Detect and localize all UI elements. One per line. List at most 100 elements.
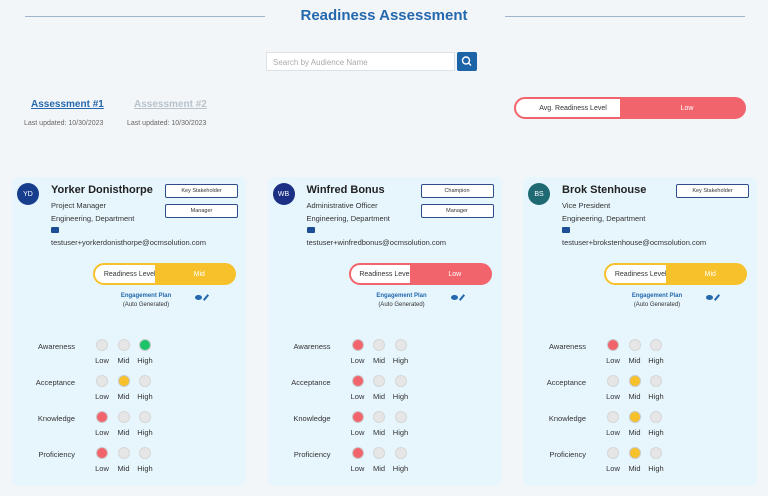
rating-dot[interactable]: [139, 375, 151, 387]
rating-dot[interactable]: [139, 339, 151, 351]
assessment-tab[interactable]: Assessment #1: [31, 99, 104, 110]
pill-label: Readiness Level: [95, 265, 165, 283]
rating-dot[interactable]: [96, 447, 108, 459]
level-label: Mid: [628, 464, 641, 473]
rating-dot[interactable]: [351, 447, 364, 459]
rating-dot[interactable]: [373, 411, 385, 423]
assessment-tab[interactable]: Assessment #2: [134, 99, 207, 110]
role-tag[interactable]: Manager: [165, 204, 238, 218]
rating-dot[interactable]: [394, 375, 407, 387]
department: Engineering, Department: [306, 214, 390, 223]
mail-icon: [562, 227, 570, 233]
rating-dot[interactable]: [394, 411, 407, 423]
view-icon[interactable]: [706, 295, 713, 300]
rating-dot[interactable]: [394, 339, 407, 351]
role-tag[interactable]: Manager: [420, 204, 494, 218]
search-button[interactable]: [457, 52, 477, 71]
pill-label: Readiness Level: [350, 265, 420, 283]
rating-dot[interactable]: [117, 447, 130, 459]
level-label: Mid: [628, 392, 641, 401]
rating-dot[interactable]: [607, 339, 619, 351]
rating-dot[interactable]: [96, 375, 108, 387]
rating-dot[interactable]: [607, 411, 619, 423]
level-label: High: [648, 464, 664, 473]
dimension-label: Awareness: [293, 342, 331, 351]
role: Project Manager: [51, 201, 107, 210]
level-label: Mid: [628, 428, 641, 437]
level-label: High: [137, 392, 153, 401]
rating-dot[interactable]: [650, 411, 662, 423]
pill-value: Mid: [154, 265, 234, 283]
dimension-label: Knowledge: [293, 414, 331, 423]
rating-dot[interactable]: [607, 447, 619, 459]
rating-dot[interactable]: [628, 411, 641, 423]
edit-icon[interactable]: [202, 294, 210, 301]
search-input[interactable]: Search by Audience Name: [266, 52, 455, 71]
level-label: Low: [606, 464, 620, 473]
role-tag[interactable]: Champion: [420, 184, 494, 198]
level-label: Low: [350, 356, 365, 365]
level-label: Low: [95, 428, 109, 437]
profile-card: WB Winfred Bonus Administrative Officer Eng…: [267, 177, 502, 486]
level-label: Low: [350, 392, 365, 401]
role: Administrative Officer: [306, 201, 378, 210]
rating-dot[interactable]: [351, 411, 364, 423]
rating-dot[interactable]: [117, 375, 130, 387]
dimension-label: Knowledge: [37, 414, 75, 423]
engagement-plan[interactable]: Engagement Plan: [376, 293, 427, 299]
rating-dot[interactable]: [96, 339, 108, 351]
role: Vice President: [562, 201, 611, 210]
rating-dot[interactable]: [628, 447, 641, 459]
dimension-label: Proficiency: [38, 450, 75, 459]
rating-dot[interactable]: [628, 375, 641, 387]
rating-dot[interactable]: [650, 375, 662, 387]
view-icon[interactable]: [195, 295, 202, 300]
rating-dot[interactable]: [139, 411, 151, 423]
role-tag[interactable]: Key Stakeholder: [676, 184, 749, 198]
rating-dot[interactable]: [96, 411, 108, 423]
level-label: High: [137, 356, 153, 365]
rating-dot[interactable]: [628, 339, 641, 351]
plan-note: (Auto Generated): [633, 302, 681, 308]
department: Engineering, Department: [562, 214, 646, 223]
avatar: BS: [528, 183, 550, 205]
rating-dot[interactable]: [650, 447, 662, 459]
level-label: High: [392, 392, 409, 401]
level-label: Mid: [372, 464, 386, 473]
email: testuser+winfredbonus@ocmsolution.com: [306, 238, 447, 247]
avatar: YD: [17, 183, 39, 205]
rating-dot[interactable]: [373, 447, 385, 459]
rating-dot[interactable]: [607, 375, 619, 387]
readiness-pill: Readiness Level Mid: [93, 263, 236, 285]
rating-dot[interactable]: [117, 339, 130, 351]
rating-dot[interactable]: [394, 447, 407, 459]
pill-value: Low: [620, 99, 744, 117]
rating-dot[interactable]: [351, 375, 364, 387]
rating-dot[interactable]: [117, 411, 130, 423]
level-label: High: [648, 392, 664, 401]
level-label: High: [392, 356, 409, 365]
engagement-plan[interactable]: Engagement Plan: [631, 293, 683, 299]
pill-value: Mid: [665, 265, 745, 283]
role-tag[interactable]: Key Stakeholder: [165, 184, 238, 198]
edit-icon[interactable]: [713, 294, 721, 301]
divider: [505, 16, 745, 17]
edit-icon[interactable]: [458, 294, 465, 301]
rating-dot[interactable]: [373, 375, 385, 387]
view-icon[interactable]: [450, 295, 458, 300]
level-label: High: [392, 464, 409, 473]
rating-dot[interactable]: [351, 339, 364, 351]
dimension-label: Awareness: [38, 342, 75, 351]
email: testuser+yorkerdonisthorpe@ocmsolution.c…: [51, 238, 206, 247]
mail-icon: [51, 227, 59, 233]
rating-dot[interactable]: [373, 339, 385, 351]
level-label: High: [137, 464, 153, 473]
level-label: Low: [350, 428, 365, 437]
rating-dot[interactable]: [650, 339, 662, 351]
level-label: Mid: [117, 464, 130, 473]
level-label: Mid: [117, 392, 130, 401]
person-name: Winfred Bonus: [306, 184, 385, 196]
dimension-label: Acceptance: [546, 378, 586, 387]
engagement-plan[interactable]: Engagement Plan: [120, 293, 172, 299]
rating-dot[interactable]: [139, 447, 151, 459]
